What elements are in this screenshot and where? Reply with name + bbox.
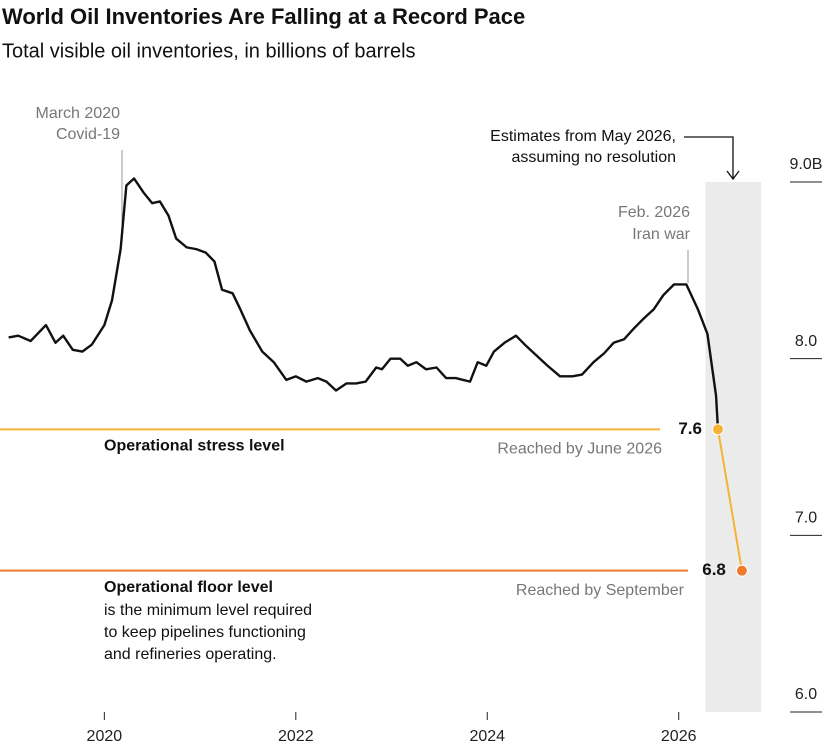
reference-note: Reached by September <box>516 582 685 599</box>
reference-note: Reached by June 2026 <box>497 441 662 458</box>
annotation: March 2020 <box>36 105 121 122</box>
estimate-point <box>735 564 748 577</box>
estimate-region <box>705 182 762 712</box>
reference-description: to keep pipelines functioning <box>104 624 306 641</box>
x-tick-label: 2024 <box>469 728 505 745</box>
value-label: 7.6 <box>678 419 702 438</box>
reference-label: Operational stress level <box>104 438 285 455</box>
y-tick-label: 6.0 <box>795 686 817 703</box>
annotation: Covid-19 <box>56 126 120 143</box>
annotation: Estimates from May 2026, <box>490 128 676 145</box>
reference-description: and refineries operating. <box>104 646 277 663</box>
annotation: Iran war <box>632 226 690 243</box>
y-tick-label: 7.0 <box>795 510 817 527</box>
annotation-arrow <box>684 136 740 181</box>
chart-title: World Oil Inventories Are Falling at a R… <box>2 4 525 29</box>
reference-description: is the minimum level required <box>104 602 312 619</box>
y-tick-label: 9.0B <box>790 156 823 173</box>
value-label: 6.8 <box>702 560 726 579</box>
x-tick-label: 2022 <box>278 728 314 745</box>
x-tick-label: 2026 <box>661 728 697 745</box>
estimate-point <box>711 423 724 436</box>
series-line <box>8 177 720 430</box>
reference-label: Operational floor level <box>104 579 273 596</box>
y-tick-label: 8.0 <box>795 333 817 350</box>
series-line <box>716 429 743 571</box>
annotation: assuming no resolution <box>511 149 676 166</box>
chart-subtitle: Total visible oil inventories, in billio… <box>2 40 416 62</box>
x-tick-label: 2020 <box>87 728 123 745</box>
annotation: Feb. 2026 <box>618 204 690 221</box>
